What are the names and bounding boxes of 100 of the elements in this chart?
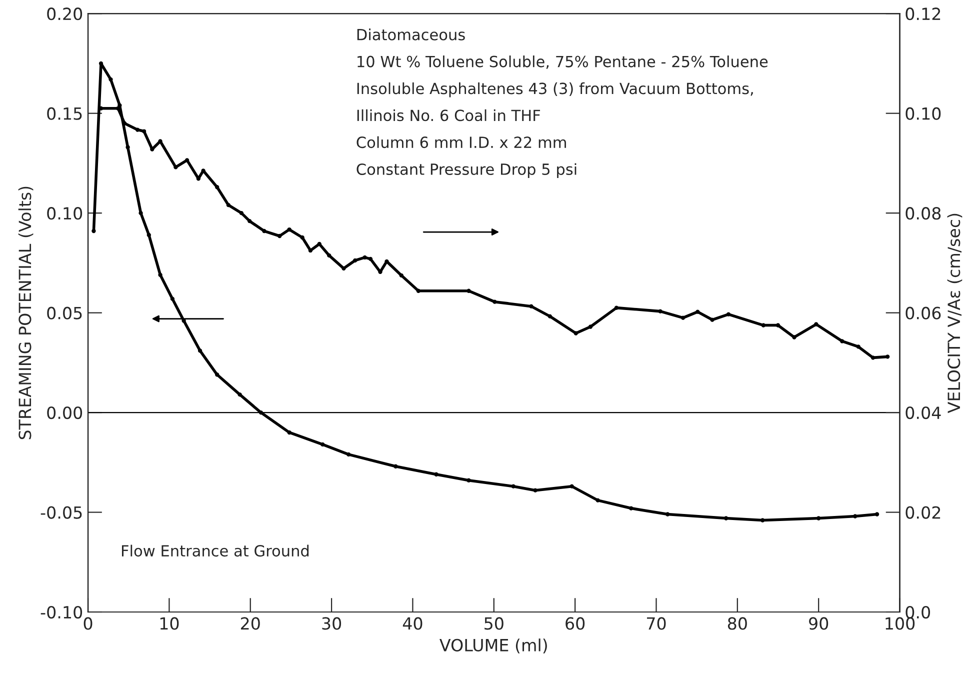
- x-tick-label: 10: [160, 617, 179, 630]
- y2-tick-label: 0.0: [906, 606, 930, 619]
- y2-axis-title: VELOCITY V/Aε (cm/sec): [947, 214, 962, 414]
- point: [658, 309, 662, 314]
- point: [320, 442, 325, 447]
- point: [146, 232, 151, 238]
- y-tick-label: 0.05: [47, 306, 82, 320]
- point: [434, 472, 438, 476]
- point: [814, 322, 818, 326]
- point: [368, 256, 373, 262]
- x-tick-label: 70: [647, 617, 666, 630]
- y2-tick-label: 0.04: [906, 406, 941, 420]
- point: [761, 323, 766, 328]
- point: [287, 227, 292, 232]
- point: [308, 248, 313, 253]
- annotation: Insoluble Asphaltenes 43 (3) from Vacuum Bottoms,: [357, 82, 753, 98]
- x-axis-title: VOLUME (ml): [440, 638, 547, 654]
- point: [239, 210, 244, 216]
- point: [215, 185, 220, 190]
- point: [142, 129, 146, 134]
- point: [98, 61, 104, 66]
- annotation: Constant Pressure Drop 5 psi: [356, 163, 576, 178]
- point: [138, 210, 143, 216]
- point: [792, 335, 796, 340]
- x-tick-label: 40: [402, 617, 422, 630]
- x-tick-label: 50: [484, 617, 504, 630]
- x-tick-label: 20: [240, 617, 260, 630]
- point: [628, 506, 634, 510]
- y2-tick-label: 0.12: [906, 8, 940, 20]
- point: [158, 272, 162, 277]
- point: [511, 484, 516, 488]
- point: [533, 488, 538, 492]
- point: [776, 323, 780, 328]
- point: [696, 310, 700, 314]
- point: [570, 484, 574, 488]
- point: [874, 512, 880, 516]
- x-tick-label: 60: [566, 617, 585, 630]
- y-tick-label: -0.05: [40, 506, 82, 519]
- y-tick-label: 0.10: [47, 207, 82, 220]
- x-tick-label: 30: [322, 617, 342, 630]
- point: [548, 314, 552, 318]
- point: [278, 234, 282, 238]
- y2-tick-label: 0.02: [906, 506, 940, 519]
- point: [886, 354, 890, 359]
- point: [353, 258, 358, 263]
- y-tick-label: 0.20: [47, 8, 82, 20]
- point: [198, 348, 202, 353]
- y2-tick-label: 0.08: [906, 207, 941, 220]
- y2-tick-label: 0.06: [906, 306, 941, 320]
- point: [287, 430, 292, 435]
- point: [574, 331, 578, 336]
- y-tick-label: 0.00: [47, 406, 82, 420]
- point: [466, 478, 471, 482]
- point: [529, 304, 534, 308]
- point: [726, 312, 731, 316]
- point: [840, 339, 844, 344]
- y-tick-label: -0.10: [40, 606, 82, 619]
- point: [135, 128, 140, 132]
- point: [416, 288, 420, 293]
- point: [394, 464, 398, 468]
- point: [226, 203, 231, 208]
- y2-tick-label: 0.10: [906, 107, 941, 120]
- point: [247, 218, 252, 224]
- annotation: Illinois No. 6 Coal in THF: [357, 109, 540, 122]
- annotation: Column 6 mm I.D. x 22 mm: [356, 136, 566, 148]
- point: [174, 165, 178, 170]
- point: [399, 273, 404, 278]
- point: [466, 288, 471, 293]
- point: [184, 158, 190, 162]
- point: [215, 372, 220, 377]
- point: [856, 344, 860, 349]
- annotation: Diatomaceous: [357, 28, 465, 40]
- point: [238, 392, 242, 397]
- point: [92, 228, 96, 234]
- point: [108, 77, 113, 82]
- point: [346, 452, 351, 457]
- point: [680, 316, 686, 320]
- point: [588, 324, 593, 329]
- point: [126, 145, 130, 150]
- point: [666, 512, 670, 516]
- annotation: 10 Wt % Toluene Soluble, 75% Pentane - 25% Toluene: [358, 55, 768, 69]
- point: [492, 300, 497, 304]
- point: [816, 516, 821, 520]
- point: [342, 266, 346, 270]
- point: [262, 228, 266, 234]
- x-tick-label: 0: [84, 617, 92, 630]
- point: [710, 318, 714, 322]
- point: [170, 296, 175, 301]
- point: [317, 242, 322, 246]
- x-tick-label: 100: [886, 617, 915, 630]
- x-tick-label: 90: [809, 617, 828, 630]
- y-axis-title: STREAMING POTENTIAL (Volts): [18, 186, 34, 440]
- y-tick-label: 0.15: [47, 107, 82, 120]
- annotation: Flow Entrance at Ground: [122, 544, 309, 557]
- x-tick-label: 80: [728, 617, 747, 630]
- point: [596, 498, 600, 502]
- point: [853, 514, 858, 518]
- point: [327, 253, 332, 258]
- point: [300, 235, 304, 240]
- point: [362, 255, 367, 260]
